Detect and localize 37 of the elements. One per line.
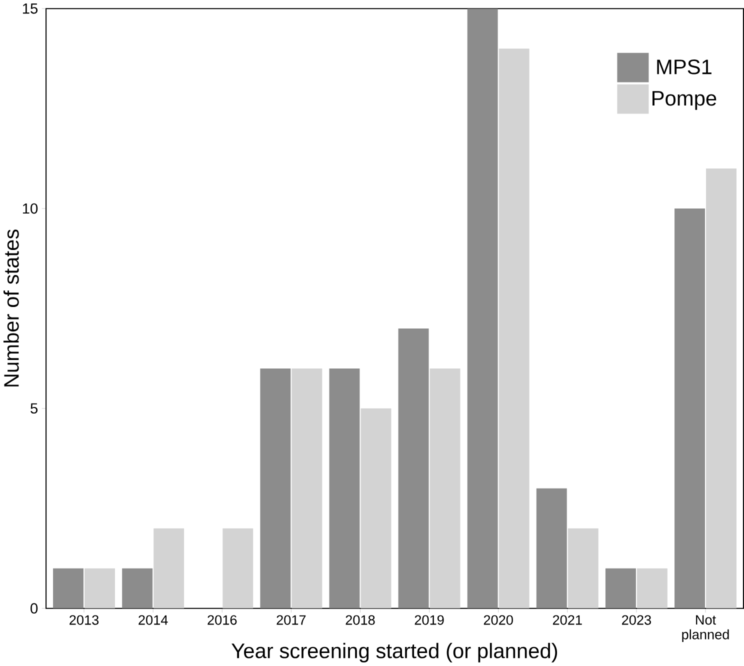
x-tick-label: 2021 [552,615,582,625]
bar [536,488,567,608]
x-tick-label: 2023 [622,615,651,625]
x-tick-label: Not planned [682,615,729,642]
x-tick-label: 2017 [276,615,306,625]
bar [360,408,392,608]
y-tick-label: 15 [22,4,38,14]
x-axis-title: Year screening started (or planned) [232,642,558,662]
bar [398,328,429,608]
y-axis-title: Number of states [3,230,19,386]
bar [430,368,460,608]
y-tick-label: 5 [30,403,38,414]
x-tick-label: 2016 [208,615,237,625]
bar [154,528,184,608]
bar [292,368,322,608]
bar [53,568,84,608]
bar [498,48,530,608]
legend-label: Pompe [652,91,716,110]
bar [674,208,705,608]
y-tick-label: 10 [22,203,38,214]
y-tick-label: 0 [30,603,38,614]
bar [467,8,498,608]
x-tick-label: 2020 [484,615,513,625]
x-tick-label: 2014 [138,615,168,625]
bar [122,568,153,608]
x-tick-label: 2013 [70,615,99,625]
x-tick-label: 2018 [346,615,375,625]
bar [706,168,736,608]
bar [636,568,668,608]
bar [568,528,598,608]
bar [84,568,116,608]
bar [260,368,291,608]
x-tick-label: 2019 [414,615,444,625]
legend-label: MPS1 [657,60,712,74]
bar [605,568,636,608]
bar [222,528,254,608]
bar [329,368,360,608]
